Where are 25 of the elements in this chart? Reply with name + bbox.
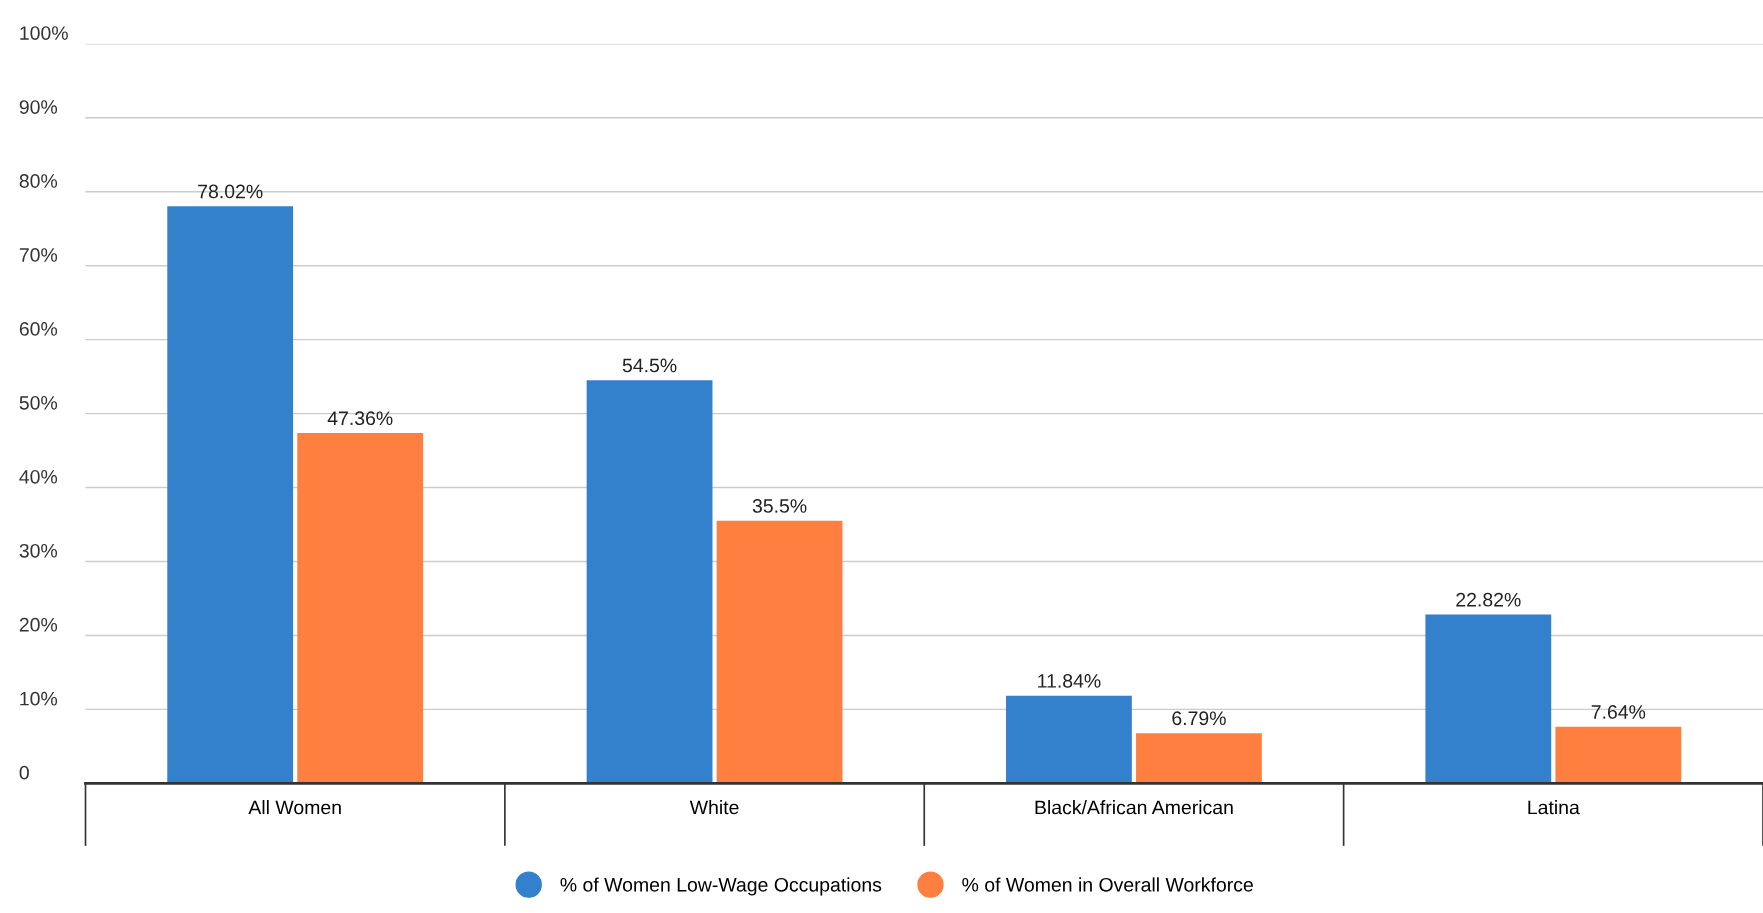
y-tick-label: 70%	[19, 248, 58, 262]
y-tick-label: 10%	[20, 691, 58, 706]
y-tick-label: 20%	[19, 617, 58, 632]
y-tick-label: 80%	[19, 174, 58, 188]
y-tick-label: 30%	[19, 543, 58, 558]
data-label: 54.5%	[622, 358, 677, 373]
x-tick-label: White	[689, 800, 739, 815]
legend-label: % of Women Low-Wage Occupations	[560, 877, 882, 896]
y-tick-label: 40%	[19, 469, 58, 484]
data-label: 35.5%	[752, 499, 807, 513]
data-label: 47.36%	[327, 411, 393, 426]
y-tick-label: 100%	[20, 26, 68, 40]
legend-label: % of Women in Overall Workforce	[962, 877, 1253, 892]
x-tick-label: Black/African American	[1035, 800, 1233, 815]
x-tick-label: Latina	[1528, 800, 1580, 815]
data-label: 22.82%	[1456, 592, 1521, 607]
data-label: 7.64%	[1591, 705, 1646, 719]
y-tick-label: 60%	[19, 322, 58, 336]
y-tick-label: 50%	[19, 395, 58, 410]
y-tick-label: 90%	[19, 100, 58, 114]
x-tick-label: All Women	[248, 800, 341, 815]
y-tick-label: 0	[19, 765, 29, 780]
data-label: 11.84%	[1038, 674, 1101, 688]
data-label: 78.02%	[198, 184, 263, 199]
data-label: 6.79%	[1172, 711, 1226, 726]
